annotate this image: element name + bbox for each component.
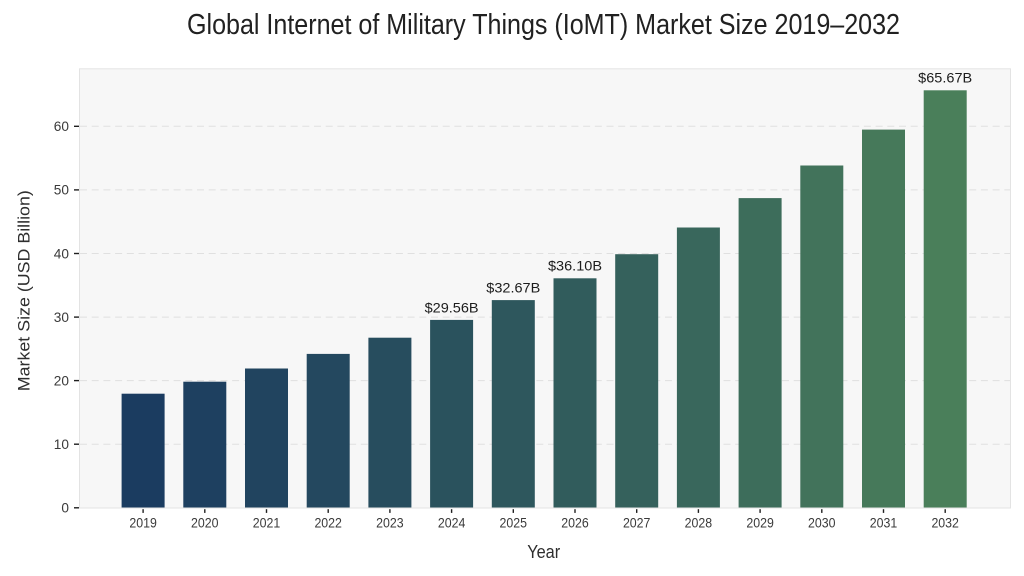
svg-text:2029: 2029	[746, 515, 774, 530]
svg-text:2024: 2024	[438, 515, 466, 530]
svg-text:2028: 2028	[685, 515, 713, 530]
svg-text:20: 20	[54, 373, 70, 388]
svg-text:2022: 2022	[314, 515, 342, 530]
svg-text:2032: 2032	[931, 515, 959, 530]
svg-text:10: 10	[54, 437, 70, 452]
svg-text:Year: Year	[527, 542, 560, 562]
svg-text:2025: 2025	[500, 515, 528, 530]
svg-text:Market Size (USD Billion): Market Size (USD Billion)	[15, 190, 33, 391]
svg-text:2023: 2023	[376, 515, 404, 530]
svg-text:50: 50	[54, 183, 70, 198]
svg-text:$29.56B: $29.56B	[425, 299, 479, 315]
svg-text:2031: 2031	[870, 515, 898, 530]
svg-text:40: 40	[54, 246, 70, 261]
svg-text:30: 30	[54, 310, 70, 325]
svg-text:60: 60	[54, 119, 70, 134]
svg-text:2021: 2021	[253, 515, 281, 530]
svg-text:2020: 2020	[191, 515, 219, 530]
svg-text:2026: 2026	[561, 515, 589, 530]
svg-text:2030: 2030	[808, 515, 836, 530]
svg-text:$32.67B: $32.67B	[486, 280, 540, 296]
svg-text:Global Internet of Military Th: Global Internet of Military Things (IoMT…	[187, 9, 900, 41]
svg-text:$36.10B: $36.10B	[548, 258, 602, 274]
svg-text:2019: 2019	[129, 515, 157, 530]
svg-text:$65.67B: $65.67B	[918, 70, 972, 86]
svg-text:0: 0	[61, 501, 69, 516]
svg-text:2027: 2027	[623, 515, 651, 530]
